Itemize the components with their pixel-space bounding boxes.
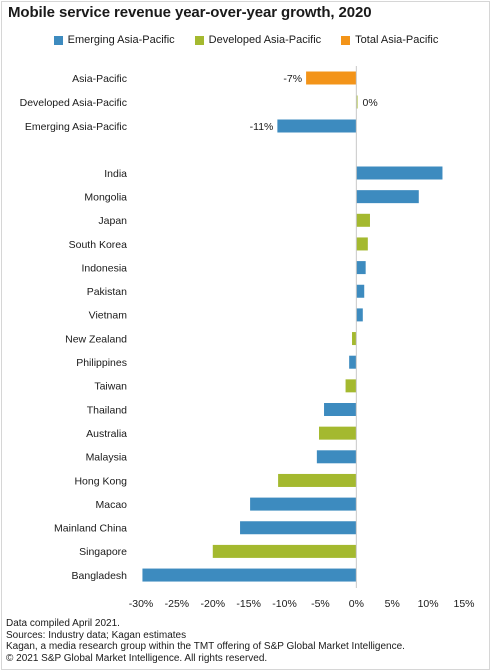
legend-swatch-emerging (53, 35, 63, 45)
bar-indonesia (356, 261, 366, 275)
category-label-singapore: Singapore (79, 546, 127, 558)
bar-singapore (212, 544, 357, 558)
footer-line-copyright: © 2021 S&P Global Market Intelligence. A… (6, 652, 268, 664)
bar-new-zealand (352, 332, 357, 346)
data-label-asia-pacific: -7% (283, 73, 302, 85)
category-label-indonesia: Indonesia (81, 262, 127, 274)
category-label-thailand: Thailand (87, 404, 127, 416)
legend-item-emerging: Emerging Asia-Pacific (53, 34, 175, 46)
bar-australia (319, 426, 357, 440)
legend-swatch-total (341, 35, 351, 45)
x-tick-label: -5% (311, 598, 330, 610)
bar-mainland-china (240, 521, 357, 535)
bar-philippines (349, 355, 357, 369)
category-label-australia: Australia (86, 428, 127, 440)
category-label-philippines: Philippines (76, 357, 127, 369)
bar-japan (356, 213, 370, 227)
category-label-japan: Japan (98, 215, 127, 227)
bar-macao (250, 497, 357, 511)
x-tick-label: 5% (385, 598, 400, 610)
legend-label-emerging: Emerging Asia-Pacific (67, 34, 175, 46)
bar-pakistan (356, 284, 365, 298)
bar-south-korea (356, 237, 368, 251)
category-label-mongolia: Mongolia (84, 191, 127, 203)
legend-item-total: Total Asia-Pacific (341, 34, 438, 46)
data-label-emerging-asia-pacific: -11% (250, 121, 274, 133)
footer-line-compiled: Data compiled April 2021. (6, 618, 120, 629)
chart-footer: Data compiled April 2021. Sources: Indus… (6, 618, 405, 664)
data-label-developed-asia-pacific: 0% (363, 97, 378, 109)
category-label-developed-asia-pacific: Developed Asia-Pacific (20, 97, 127, 109)
category-label-mainland-china: Mainland China (54, 523, 127, 535)
category-label-india: India (104, 168, 127, 180)
bar-hong-kong (278, 473, 357, 487)
category-label-hong-kong: Hong Kong (74, 475, 127, 487)
x-tick-label: -15% (236, 598, 261, 610)
category-label-malaysia: Malaysia (86, 452, 128, 464)
category-label-taiwan: Taiwan (94, 381, 127, 393)
bar-vietnam (356, 308, 363, 322)
footer-line-sources: Sources: Industry data; Kagan estimates (6, 629, 187, 641)
x-tick-label: -20% (201, 598, 226, 610)
category-label-pakistan: Pakistan (87, 286, 127, 298)
x-tick-label: 0% (349, 598, 364, 610)
category-label-south-korea: South Korea (69, 239, 128, 251)
category-label-bangladesh: Bangladesh (72, 570, 128, 582)
legend-label-developed: Developed Asia-Pacific (208, 34, 322, 46)
legend-swatch-developed (194, 35, 204, 45)
x-tick-label: 15% (453, 598, 474, 610)
bar-taiwan (345, 379, 357, 393)
bar-asia-pacific (306, 71, 357, 85)
x-tick-label: -25% (165, 598, 190, 610)
category-label-macao: Macao (95, 499, 127, 511)
bar-thailand (324, 403, 357, 416)
chart-legend: Emerging Asia-Pacific Developed Asia-Pac… (0, 34, 492, 46)
bar-bangladesh (142, 568, 357, 582)
bar-emerging-asia-pacific (277, 119, 357, 133)
chart-title: Mobile service revenue year-over-year gr… (8, 4, 372, 21)
category-label-vietnam: Vietnam (89, 310, 128, 322)
x-tick-label: -30% (129, 598, 154, 610)
category-label-emerging-asia-pacific: Emerging Asia-Pacific (25, 121, 127, 133)
bar-india (356, 166, 443, 180)
x-tick-label: -10% (272, 598, 297, 610)
category-label-asia-pacific: Asia-Pacific (72, 73, 127, 85)
bar-mongolia (356, 190, 419, 204)
category-label-new-zealand: New Zealand (65, 333, 127, 345)
footer-line-kagan: Kagan, a media research group within the… (6, 641, 405, 652)
bar-developed-asia-pacific (356, 95, 358, 109)
legend-label-total: Total Asia-Pacific (355, 34, 439, 46)
legend-item-developed: Developed Asia-Pacific (194, 34, 322, 46)
x-tick-label: 10% (418, 598, 439, 610)
bar-malaysia (316, 450, 357, 464)
